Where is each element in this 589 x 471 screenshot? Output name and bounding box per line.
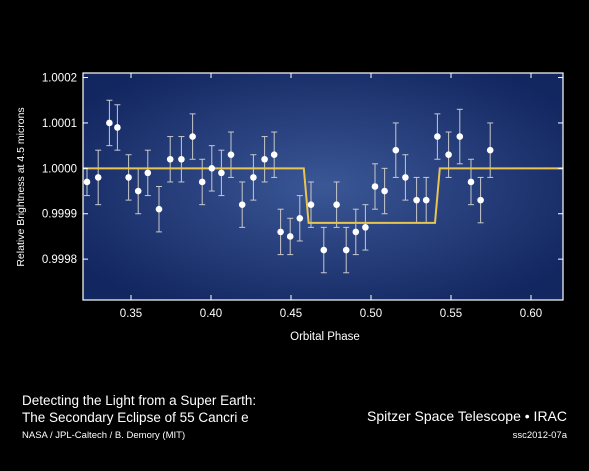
x-tick-label: 0.35	[120, 308, 142, 320]
x-tick-label: 0.45	[280, 308, 302, 320]
data-point	[189, 133, 196, 140]
data-point	[270, 151, 278, 159]
data-point	[456, 133, 464, 140]
y-tick-label: 1.0000	[42, 163, 77, 175]
x-tick-label: 0.60	[520, 308, 542, 320]
caption-title-line-1: Detecting the Light from a Super Earth:	[22, 393, 257, 408]
data-point	[198, 178, 206, 186]
data-point	[277, 228, 284, 236]
y-tick-label: 0.9999	[42, 209, 77, 221]
eclipse-model-line	[83, 167, 563, 224]
y-tick-labels: 0.9998 0.9999 1.0000 1.0001 1.0002	[42, 73, 77, 267]
caption-mission: Spitzer Space Telescope • IRAC	[367, 408, 567, 424]
y-axis-label: Relative Brightness at 4.5 microns	[15, 107, 27, 266]
data-point	[83, 178, 91, 186]
data-point	[238, 201, 246, 208]
data-point	[227, 151, 235, 159]
x-tick-labels: 0.35 0.40 0.45 0.50 0.55 0.60	[120, 308, 542, 320]
data-point	[381, 187, 388, 195]
data-points	[83, 119, 494, 254]
caption-credit: NASA / JPL-Caltech / B. Demory (MIT)	[22, 430, 186, 441]
data-point	[155, 205, 163, 213]
data-point	[422, 196, 430, 204]
data-point	[178, 155, 185, 163]
data-point	[114, 124, 121, 131]
y-tick-label: 1.0001	[42, 118, 77, 130]
data-point	[402, 174, 409, 181]
data-point	[134, 187, 142, 195]
data-point	[467, 178, 475, 186]
data-point	[320, 246, 328, 254]
data-point	[342, 246, 350, 254]
data-point	[286, 233, 294, 240]
x-axis-label: Orbital Phase	[290, 331, 360, 343]
data-point	[218, 169, 225, 177]
data-point	[307, 201, 315, 208]
y-tick-label: 0.9998	[42, 254, 77, 266]
data-point	[371, 183, 379, 190]
data-point	[486, 146, 494, 154]
plot-frame	[82, 72, 564, 301]
data-point	[166, 155, 174, 163]
data-point	[296, 214, 304, 222]
caption-title-line-2: The Secondary Eclipse of 55 Cancri e	[22, 410, 249, 425]
ticks	[83, 73, 563, 300]
data-point	[477, 196, 484, 204]
data-point	[250, 174, 257, 181]
data-point	[362, 224, 369, 231]
data-point	[144, 169, 152, 177]
y-tick-label: 1.0002	[42, 73, 77, 85]
x-tick-label: 0.40	[200, 308, 222, 320]
data-point	[352, 228, 360, 236]
data-point	[94, 174, 102, 181]
x-tick-label: 0.55	[440, 308, 462, 320]
data-point	[434, 133, 441, 140]
data-point	[392, 146, 400, 154]
data-point	[106, 119, 113, 127]
caption-image-code: ssc2012-07a	[512, 430, 567, 441]
data-point	[445, 151, 452, 159]
data-point	[208, 165, 216, 172]
data-point	[125, 174, 132, 181]
x-tick-label: 0.50	[360, 308, 382, 320]
data-point	[261, 155, 268, 163]
data-point	[413, 196, 420, 204]
data-point	[333, 201, 340, 208]
plot-area	[83, 73, 563, 300]
